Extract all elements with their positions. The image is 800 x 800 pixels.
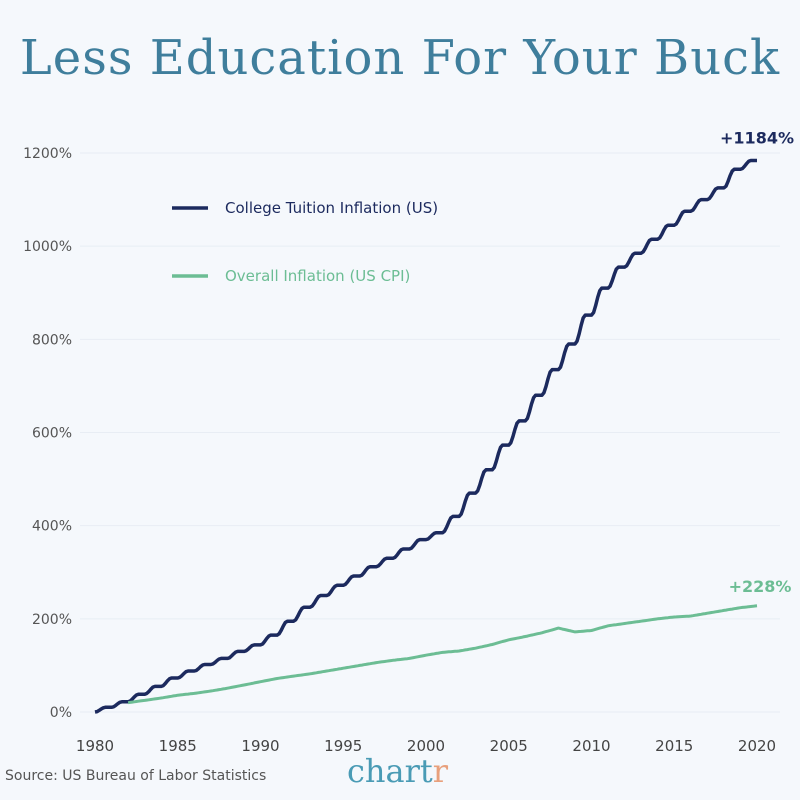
legend-label: College Tuition Inflation (US) [225,199,438,217]
y-tick-label: 800% [32,332,72,348]
y-tick-label: 1000% [23,239,72,255]
legend-label: Overall Inflation (US CPI) [225,267,410,285]
y-tick-label: 400% [32,519,72,535]
x-tick-label: 1985 [159,737,197,755]
y-tick-label: 600% [32,426,72,442]
x-tick-label: 2010 [572,737,610,755]
y-tick-label: 200% [32,612,72,628]
source-note: Source: US Bureau of Labor Statistics [5,768,267,784]
chart-title: Less Education For Your Buck [19,30,781,86]
end-label: +228% [729,577,792,596]
y-tick-label: 0% [50,705,72,721]
y-tick-label: 1200% [23,146,72,162]
x-tick-label: 2005 [490,737,528,755]
logo-main: chart [347,752,433,790]
end-label: +1184% [720,128,794,147]
x-tick-label: 2020 [738,737,776,755]
logo-accent: r [432,752,449,790]
x-tick-label: 2015 [655,737,693,755]
x-tick-label: 1980 [76,737,114,755]
chartr-logo: chartr [347,752,448,790]
series-line-cpi [127,604,758,705]
x-tick-label: 1990 [241,737,279,755]
x-tick-label: 1995 [324,737,362,755]
x-tick-label: 2000 [407,737,445,755]
series-line-tuition [94,158,757,714]
